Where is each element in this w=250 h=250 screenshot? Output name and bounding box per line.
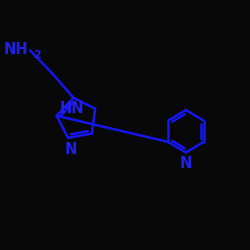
Text: 2: 2: [34, 50, 41, 60]
Text: N: N: [64, 142, 77, 156]
Text: HN: HN: [60, 101, 84, 116]
Text: N: N: [180, 156, 192, 171]
Text: NH: NH: [4, 42, 29, 56]
